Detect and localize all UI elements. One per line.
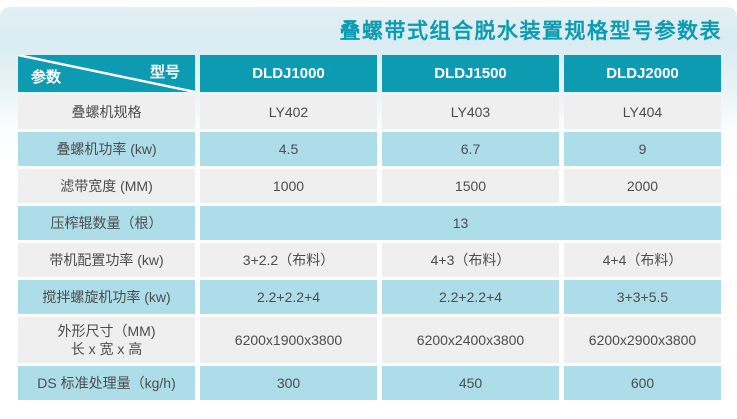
row-label: 外形尺寸（MM) 长 x 宽 x 高: [18, 317, 195, 363]
cell: LY403: [382, 95, 559, 129]
page-title: 叠螺带式组合脱水装置规格型号参数表: [339, 20, 722, 43]
table-row: 压榨辊数量（根） 13: [18, 206, 721, 240]
header-row: 参数 型号 DLDJ1000 DLDJ1500 DLDJ2000: [18, 55, 721, 92]
cell: 2.2+2.2+4: [382, 280, 559, 314]
row-label: 带机配置功率 (kw): [18, 243, 195, 277]
row-label-line1: 外形尺寸（MM): [57, 322, 156, 339]
row-label: 叠螺机功率 (kw): [18, 132, 195, 166]
cell: 2.2+2.2+4: [200, 280, 377, 314]
cell: 6200x2900x3800: [564, 317, 721, 363]
table-row: 叠螺机功率 (kw) 4.5 6.7 9: [18, 132, 721, 166]
table-row: 叠螺机规格 LY402 LY403 LY404: [18, 95, 721, 129]
cell: 450: [382, 366, 559, 400]
cell: 6.7: [382, 132, 559, 166]
cell: 3+2.2（布料）: [200, 243, 377, 277]
row-label: 压榨辊数量（根）: [18, 206, 195, 240]
spec-table: 参数 型号 DLDJ1000 DLDJ1500 DLDJ2000 叠螺机规格 L…: [13, 52, 726, 403]
cell: 4+3（布料）: [382, 243, 559, 277]
column-header-dldj2000: DLDJ2000: [564, 55, 721, 92]
merged-cell: 13: [200, 206, 721, 240]
diagonal-line: [18, 55, 195, 92]
cell: 2000: [564, 169, 721, 203]
table-row: 外形尺寸（MM) 长 x 宽 x 高 6200x1900x3800 6200x2…: [18, 317, 721, 363]
corner-param-label: 参数: [31, 69, 62, 86]
cell: LY402: [200, 95, 377, 129]
corner-model-label: 型号: [149, 64, 180, 81]
cell: 4.5: [200, 132, 377, 166]
cell: 9: [564, 132, 721, 166]
table-row: 滤带宽度 (MM) 1000 1500 2000: [18, 169, 721, 203]
row-label: DS 标准处理量（kg/h): [18, 366, 195, 400]
table-row: DS 标准处理量（kg/h) 300 450 600: [18, 366, 721, 400]
corner-header-cell: 参数 型号: [18, 55, 195, 92]
cell: 300: [200, 366, 377, 400]
cell: 1500: [382, 169, 559, 203]
cell: 4+4（布料）: [564, 243, 721, 277]
row-label-line2: 长 x 宽 x 高: [70, 341, 143, 357]
cell: 3+3+5.5: [564, 280, 721, 314]
table-row: 带机配置功率 (kw) 3+2.2（布料） 4+3（布料） 4+4（布料）: [18, 243, 721, 277]
row-label: 搅拌螺旋机功率 (kw): [18, 280, 195, 314]
column-header-dldj1500: DLDJ1500: [382, 55, 559, 92]
row-label: 滤带宽度 (MM): [18, 169, 195, 203]
cell: LY404: [564, 95, 721, 129]
cell: 600: [564, 366, 721, 400]
cell: 6200x2400x3800: [382, 317, 559, 363]
table-row: 搅拌螺旋机功率 (kw) 2.2+2.2+4 2.2+2.2+4 3+3+5.5: [18, 280, 721, 314]
cell: 1000: [200, 169, 377, 203]
column-header-dldj1000: DLDJ1000: [200, 55, 377, 92]
row-label: 叠螺机规格: [18, 95, 195, 129]
cell: 6200x1900x3800: [200, 317, 377, 363]
